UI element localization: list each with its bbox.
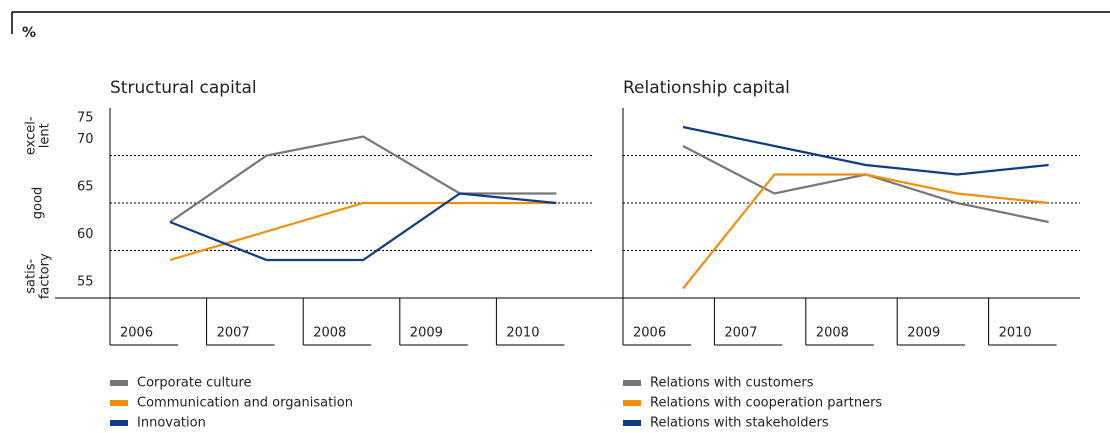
legend-label: Relations with stakeholders: [650, 416, 829, 431]
x-tick-label: 2009: [907, 326, 940, 341]
x-tick-label: 2009: [410, 326, 443, 341]
x-tick-label: 2006: [120, 326, 153, 341]
chart-title: Structural capital: [110, 78, 257, 98]
legend-label: Corporate culture: [137, 376, 252, 391]
band-label: satis-: [24, 258, 39, 293]
series-line: [682, 125, 1049, 176]
x-tick-label: 2010: [999, 326, 1032, 341]
series-line: [682, 145, 1049, 224]
x-tick-label: 2007: [217, 326, 250, 341]
legend-swatch: [623, 400, 641, 406]
y-tick-label: 55: [77, 275, 94, 290]
legend-label: Relations with cooperation partners: [650, 396, 882, 411]
band-label: good: [31, 187, 46, 219]
legend-label: Communication and organisation: [137, 396, 353, 411]
legend-swatch: [110, 400, 128, 406]
x-tick-label: 2010: [506, 326, 539, 341]
y-tick-label: 70: [77, 132, 94, 147]
y-tick-label: 75: [77, 111, 94, 126]
x-tick-label: 2008: [816, 326, 849, 341]
legend-swatch: [623, 420, 641, 426]
series-line: [169, 201, 557, 262]
legend-label: Innovation: [137, 416, 206, 431]
band-label: factory: [38, 253, 53, 299]
legend-swatch: [623, 380, 641, 386]
legend-swatch: [110, 420, 128, 426]
x-tick-label: 2007: [724, 326, 757, 341]
legend-swatch: [110, 380, 128, 386]
y-tick-label: 65: [77, 180, 94, 195]
series-line: [169, 192, 557, 262]
x-tick-label: 2008: [313, 326, 346, 341]
series-line: [682, 173, 1049, 290]
unit-label: %: [22, 25, 36, 41]
legend-label: Relations with customers: [650, 376, 814, 391]
chart-title: Relationship capital: [623, 78, 790, 98]
band-label: lent: [38, 123, 53, 148]
y-tick-label: 60: [77, 227, 94, 242]
series-line: [169, 135, 557, 223]
x-tick-label: 2006: [633, 326, 666, 341]
band-label: excel-: [24, 116, 39, 155]
